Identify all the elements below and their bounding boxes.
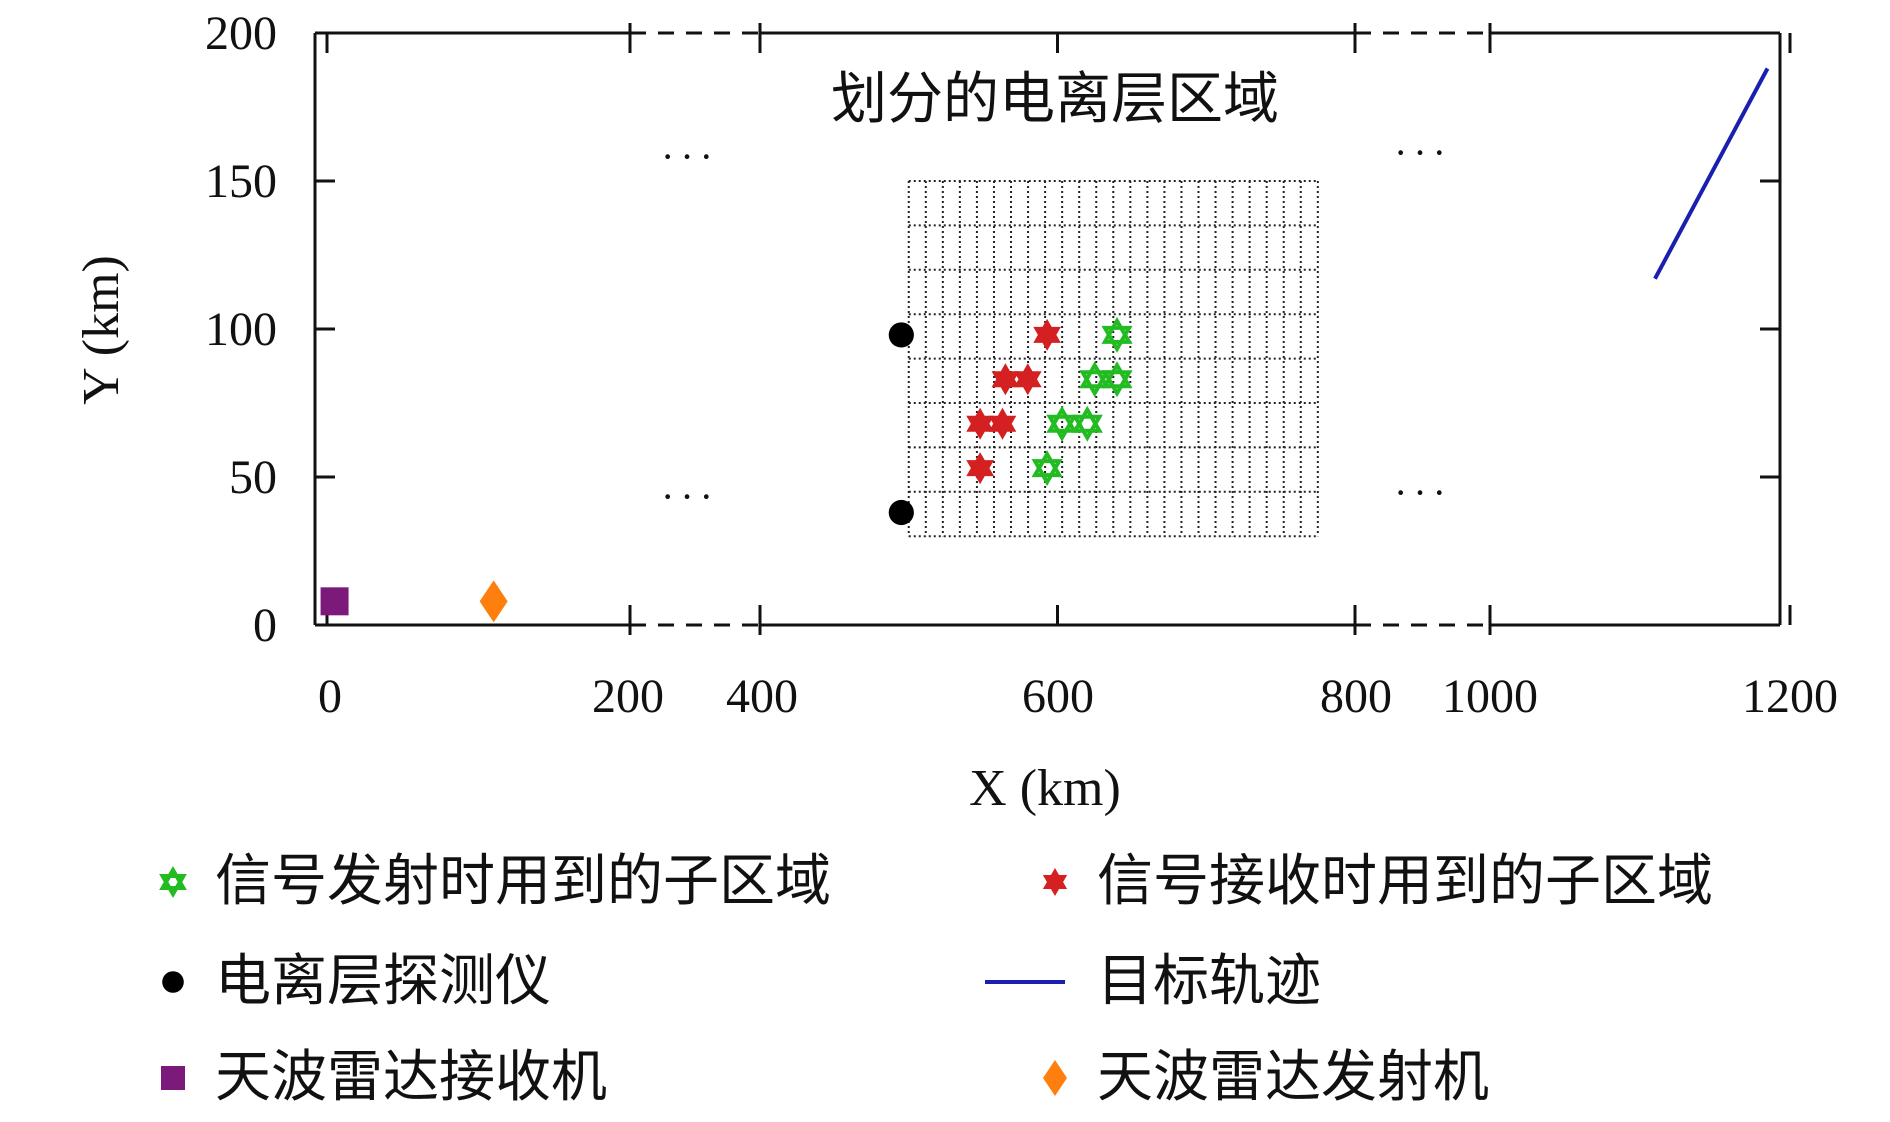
series-1-point	[966, 407, 995, 440]
legend-label: 天波雷达发射机	[1097, 1045, 1489, 1110]
series-0-point	[1079, 361, 1111, 398]
x-tick-label: 400	[726, 670, 798, 723]
ionosphere-grid-region	[907, 180, 1319, 538]
legend-label: 目标轨迹	[1097, 949, 1321, 1014]
series-2-point	[888, 499, 914, 526]
ellipsis-text: ···	[1394, 130, 1452, 175]
region-title: 划分的电离层区域	[831, 67, 1279, 132]
legend-marker-swatch	[161, 1066, 185, 1090]
x-tick-label: 1200	[1742, 670, 1838, 723]
axes: 0 50 100 150 200 0 200 400 600 800 1000 1200 ··· ··· ·…	[205, 7, 1838, 723]
data-marks	[320, 67, 1770, 623]
legend-label: 电离层探测仪	[215, 949, 551, 1014]
series-1-point	[1033, 318, 1061, 351]
x-tick-label: 0	[318, 670, 342, 723]
series-1-point	[1013, 363, 1042, 396]
series-1-point	[966, 452, 995, 485]
legend-label: 信号发射时用到的子区域	[215, 849, 831, 914]
legend-marker-swatch	[1042, 868, 1068, 896]
legend-label: 信号接收时用到的子区域	[1097, 849, 1713, 914]
ellipsis-text: ···	[1394, 470, 1452, 515]
x-tick-label: 600	[1022, 670, 1094, 723]
x-tick-label: 1000	[1442, 670, 1538, 723]
series-4-point	[320, 587, 349, 616]
y-tick-label: 50	[229, 451, 277, 504]
legend-marker-swatch	[162, 971, 184, 993]
y-axis-title: Y (km)	[73, 255, 130, 405]
ellipsis-text: ···	[661, 134, 719, 179]
y-tick-label: 0	[253, 599, 277, 652]
series-2-point	[888, 322, 914, 348]
legend-item: 天波雷达接收机	[161, 1045, 607, 1110]
legend-item: 目标轨迹	[985, 949, 1321, 1014]
series-0-point	[1031, 450, 1063, 487]
series-1-point	[991, 363, 1020, 396]
x-tick-label: 200	[592, 670, 664, 723]
y-tick-label: 100	[205, 303, 277, 356]
y-tick-label: 200	[205, 7, 277, 60]
x-tick-label: 800	[1320, 670, 1392, 723]
legend-item: 天波雷达发射机	[1043, 1045, 1489, 1110]
series-0-point	[1101, 316, 1133, 353]
series-5-point	[479, 580, 508, 623]
legend-label: 天波雷达接收机	[215, 1045, 607, 1110]
series-0-point	[1046, 405, 1078, 442]
x-axis-title: X (km)	[969, 760, 1121, 817]
legend-item: 信号接收时用到的子区域	[1042, 849, 1713, 914]
legend-item: 电离层探测仪	[162, 949, 551, 1014]
y-tick-label: 150	[205, 155, 277, 208]
series-1-point	[988, 407, 1017, 440]
legend-item: 信号发射时用到的子区域	[159, 849, 831, 914]
legend-marker-swatch	[1043, 1060, 1067, 1096]
series-0-point	[1071, 405, 1103, 442]
target-trajectory-line	[1653, 67, 1770, 280]
legend-marker-swatch	[159, 866, 187, 898]
series-0-point	[1101, 361, 1133, 398]
ellipsis-text: ···	[661, 474, 719, 519]
